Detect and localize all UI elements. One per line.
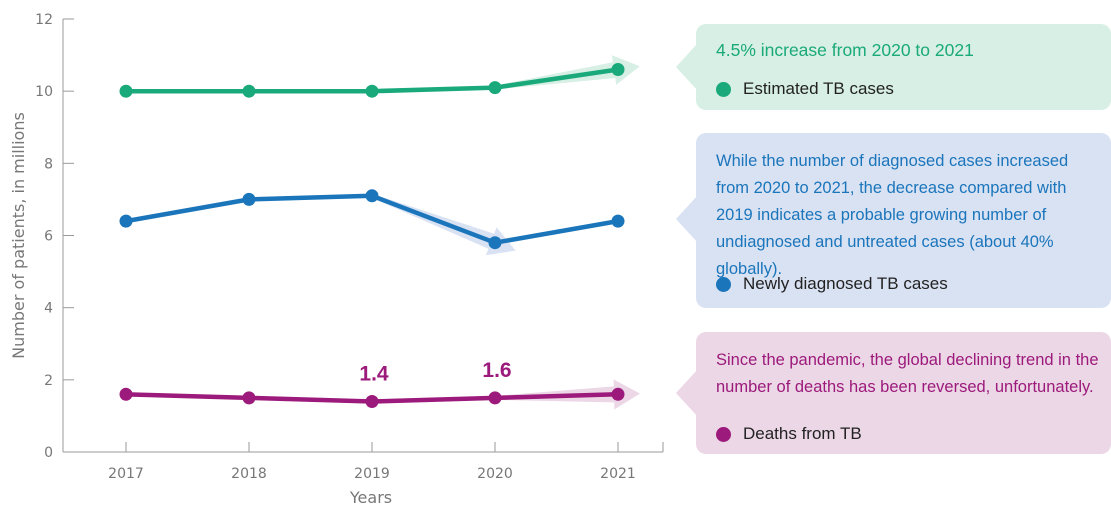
callout-background — [696, 24, 1111, 110]
data-point — [119, 84, 133, 98]
x-tick-label: 2020 — [477, 466, 513, 482]
trend-arrows — [371, 55, 640, 410]
data-point — [488, 391, 502, 405]
legend-label: Deaths from TB — [743, 424, 862, 443]
y-tick-label: 0 — [44, 445, 53, 461]
x-tick-label: 2019 — [354, 466, 390, 482]
legend-label: Estimated TB cases — [743, 79, 894, 98]
data-point — [488, 236, 502, 250]
legend-marker — [716, 81, 731, 97]
legend-label: Newly diagnosed TB cases — [743, 274, 948, 293]
callout-estimated-cases: 4.5% increase from 2020 to 2021 Estimate… — [676, 24, 1111, 110]
y-tick-label: 4 — [44, 301, 53, 317]
chart-axes: 0 2 4 6 8 10 12 2017 2018 2019 2020 2021 Years Number… — [9, 12, 664, 507]
x-axis-title: Years — [349, 488, 392, 507]
callout-deaths: Since the pandemic, the global declining… — [676, 332, 1111, 454]
data-point — [611, 387, 625, 401]
data-point — [242, 391, 256, 405]
y-axis-title: Number of patients, in millions — [9, 112, 28, 359]
legend-marker — [716, 426, 731, 442]
data-point — [365, 189, 379, 203]
series-line-1 — [125, 193, 619, 245]
data-point — [242, 84, 256, 98]
y-tick-label: 12 — [35, 12, 53, 28]
data-point — [365, 84, 379, 98]
data-point — [119, 387, 133, 401]
callout-background — [696, 133, 1111, 308]
x-tick-label: 2017 — [108, 466, 144, 482]
callout-pointer — [676, 43, 698, 91]
y-tick-label: 8 — [44, 156, 53, 172]
line-chart: 0 2 4 6 8 10 12 2017 2018 2019 2020 2021 Years Number… — [9, 12, 664, 507]
legend-item-estimated-cases: Estimated TB cases — [716, 79, 894, 99]
callout-diagnosed-cases: While the number of diagnosed cases incr… — [676, 133, 1111, 308]
x-tick-label: 2021 — [600, 466, 636, 482]
legend-item-deaths: Deaths from TB — [716, 424, 862, 444]
legend-item-diagnosed-cases: Newly diagnosed TB cases — [716, 274, 948, 294]
data-point — [611, 63, 625, 76]
data-label: 1.6 — [482, 359, 511, 382]
chart-data-labels: 1.4 1.6 — [359, 359, 511, 386]
data-label: 1.4 — [359, 362, 389, 385]
y-tick-label: 6 — [44, 229, 53, 245]
callout-pointer — [676, 195, 698, 243]
chart-series — [119, 63, 625, 408]
data-point — [119, 214, 133, 228]
data-point — [611, 214, 625, 228]
legend-marker — [716, 276, 731, 292]
y-tick-label: 2 — [44, 373, 53, 389]
callout-text: 4.5% increase from 2020 to 2021 — [716, 40, 974, 60]
callout-text: Since the pandemic, the global declining… — [716, 351, 1099, 396]
callout-text: While the number of diagnosed cases incr… — [716, 152, 1069, 278]
data-point — [365, 395, 379, 408]
data-point — [488, 81, 502, 95]
callout-pointer — [676, 369, 698, 417]
x-tick-label: 2018 — [231, 466, 267, 482]
y-tick-label: 10 — [35, 84, 53, 100]
callout-background — [696, 332, 1111, 454]
data-point — [242, 192, 256, 206]
